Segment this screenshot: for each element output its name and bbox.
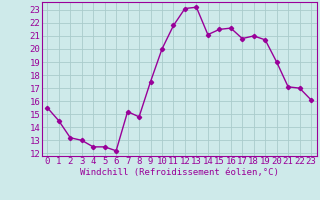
X-axis label: Windchill (Refroidissement éolien,°C): Windchill (Refroidissement éolien,°C) [80, 168, 279, 177]
